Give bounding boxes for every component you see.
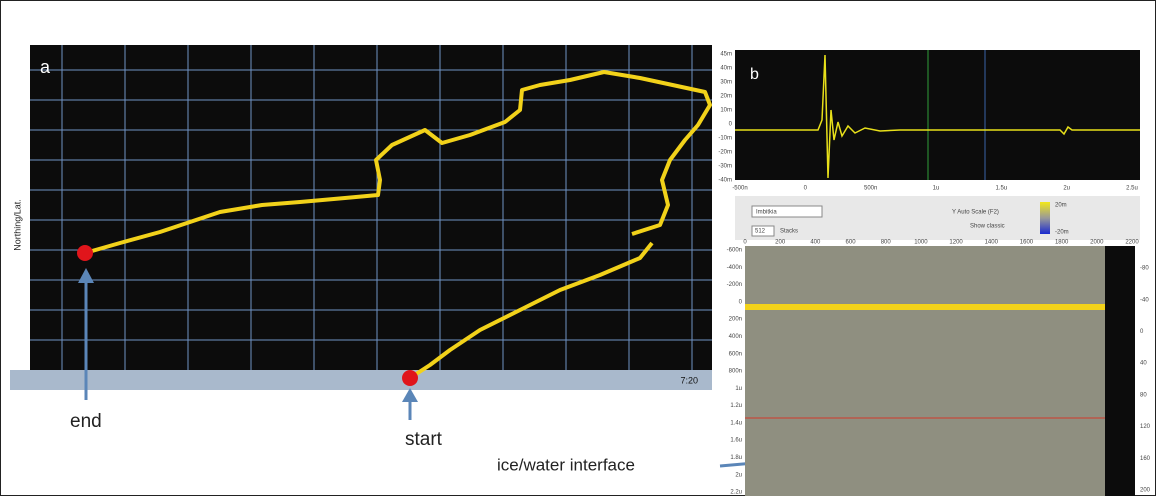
surface-reflection (745, 304, 1105, 310)
x-tick-label: 400 (810, 240, 821, 246)
figure: 7:20 a Northing/Lat. end start b Imbitki… (0, 0, 1156, 496)
y-tick-label: 30m (720, 80, 732, 86)
y-tick-label: 1.6u (730, 438, 742, 444)
x-tick-label: 500n (864, 186, 877, 192)
y-tick-label: 80 (1140, 392, 1147, 398)
end-label: end (70, 411, 102, 432)
stacks: Stacks (780, 229, 798, 235)
radargram (745, 246, 1105, 496)
y-tick-label: 40m (720, 66, 732, 72)
y-tick-label: 1.2u (730, 403, 742, 409)
y-tick-label: 45m (720, 52, 732, 58)
end-marker (77, 245, 93, 261)
x-tick-label: 800 (881, 240, 892, 246)
y-tick-label: 1.4u (730, 420, 742, 426)
y-tick-label: -20m (718, 150, 732, 156)
x-tick-label: -500n (732, 186, 747, 192)
y-tick-label: 200 (1140, 488, 1151, 494)
y-tick-label: 40 (1140, 361, 1147, 367)
y-axis-title: Northing/Lat. (12, 199, 22, 251)
y-tick-label: 2.2u (730, 490, 742, 496)
y-tick-label: -400n (727, 265, 742, 271)
y-tick-label: 20m (720, 94, 732, 100)
x-tick-label: 1200 (949, 240, 963, 246)
y-tick-label: -600n (727, 248, 742, 254)
y-tick-label: -80 (1140, 266, 1149, 272)
color-scale (1040, 202, 1050, 234)
clock: 7:20 (680, 375, 698, 385)
y-tick-label: 200n (729, 317, 742, 323)
stacks-value: 512 (755, 229, 766, 235)
y-tick-label: -30m (718, 164, 732, 170)
map-area (30, 45, 712, 370)
y-tick-label: -40 (1140, 297, 1149, 303)
y-tick-label: 120 (1140, 424, 1151, 430)
x-tick-label: 1000 (914, 240, 928, 246)
x-tick-label: 600 (846, 240, 857, 246)
show-classic[interactable]: Show classic (970, 224, 1005, 230)
y-tick-label: -40m (718, 178, 732, 184)
x-tick-label: 1.5u (995, 186, 1007, 192)
mode: Imbitkia (756, 210, 777, 216)
panel-label: b (750, 66, 759, 83)
y-tick-label: 1.8u (730, 455, 742, 461)
y-tick-label: 600n (729, 351, 742, 357)
x-tick-label: 2200 (1125, 240, 1139, 246)
x-tick-label: 1u (933, 186, 940, 192)
scale-bottom: -20m (1055, 230, 1069, 236)
x-tick-label: 1800 (1055, 240, 1069, 246)
waveform-area (735, 50, 1140, 180)
panel-label: a (40, 57, 51, 77)
x-tick-label: 2u (1063, 186, 1070, 192)
y-tick-label: 1u (735, 386, 742, 392)
x-tick-label: 1600 (1020, 240, 1034, 246)
x-tick-label: 2.5u (1126, 186, 1138, 192)
start-label: start (405, 429, 443, 450)
interface-label: ice/water interface (497, 455, 635, 474)
y-tick-label: 10m (720, 108, 732, 114)
auto-scale[interactable]: Y Auto Scale (F2) (952, 210, 999, 216)
y-tick-label: 2u (735, 472, 742, 478)
right-strip (1105, 246, 1135, 496)
y-tick-label: 400n (729, 334, 742, 340)
y-tick-label: 160 (1140, 456, 1151, 462)
start-marker (402, 370, 418, 386)
scale-top: 20m (1055, 203, 1067, 209)
x-tick-label: 200 (775, 240, 786, 246)
x-tick-label: 1400 (985, 240, 999, 246)
taskbar (10, 370, 712, 390)
y-tick-label: -200n (727, 282, 742, 288)
x-tick-label: 2000 (1090, 240, 1104, 246)
y-tick-label: 800n (729, 369, 742, 375)
y-tick-label: -10m (718, 136, 732, 142)
